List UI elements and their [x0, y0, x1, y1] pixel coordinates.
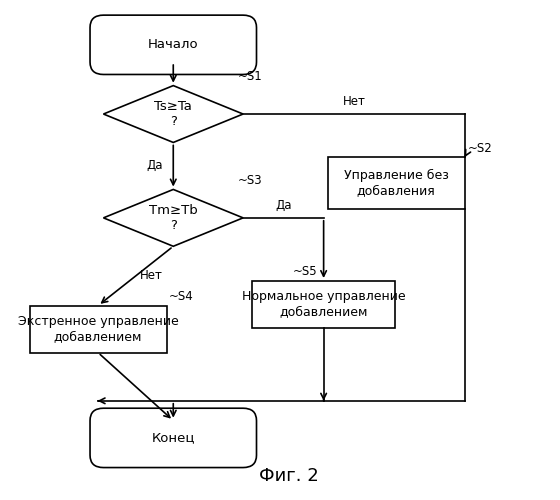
Text: Экстренное управление
добавлением: Экстренное управление добавлением [18, 315, 179, 343]
Polygon shape [104, 190, 243, 246]
Text: Да: Да [146, 160, 162, 172]
Text: ~S4: ~S4 [169, 290, 194, 303]
Text: ~S5: ~S5 [293, 266, 318, 278]
Text: Начало: Начало [148, 38, 199, 52]
FancyBboxPatch shape [90, 408, 256, 468]
Text: Да: Да [275, 199, 292, 212]
Text: Нет: Нет [343, 95, 366, 108]
Text: Конец: Конец [152, 432, 195, 444]
Bar [253, 281, 395, 328]
Bar [328, 158, 465, 209]
Text: ~S2: ~S2 [467, 142, 492, 155]
Text: Ts≥Ta
?: Ts≥Ta ? [155, 100, 192, 128]
Text: ~S1: ~S1 [237, 70, 263, 83]
Text: Управление без
добавления: Управление без добавления [344, 169, 449, 198]
Text: Нормальное управление
добавлением: Нормальное управление добавлением [242, 290, 405, 318]
Bar [30, 306, 166, 352]
Text: ~S3: ~S3 [237, 174, 262, 187]
FancyBboxPatch shape [90, 15, 256, 74]
Text: Нет: Нет [139, 270, 162, 282]
Text: Фиг. 2: Фиг. 2 [259, 467, 319, 485]
Text: Tm≥Tb
?: Tm≥Tb ? [149, 204, 198, 232]
Polygon shape [104, 86, 243, 142]
